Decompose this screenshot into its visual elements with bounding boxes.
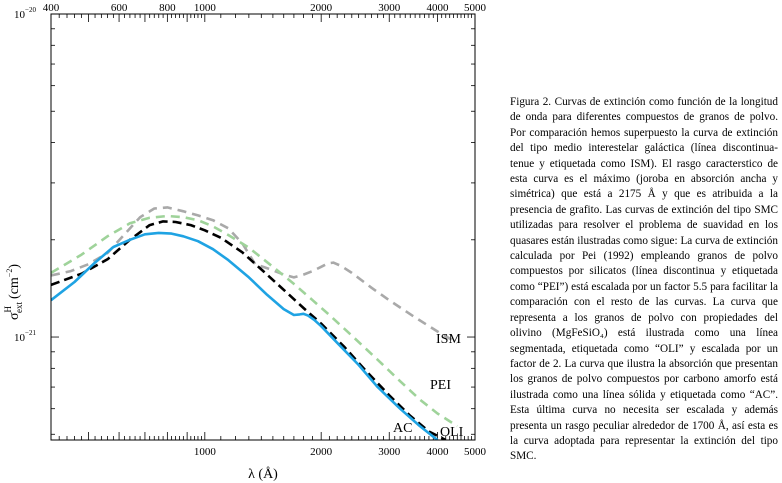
axis-ticks <box>50 13 476 440</box>
series-line-ism <box>51 206 458 344</box>
figure-caption: Figura 2. Curvas de extinción como funci… <box>510 96 778 463</box>
x-tick-label-top: 1000 <box>194 2 217 14</box>
x-tick-label-bottom: 3000 <box>378 446 401 458</box>
y-axis-label: σHext(cm−2) <box>3 264 24 320</box>
y-tick-label: 10−21 <box>14 329 36 344</box>
x-tick-label-top: 400 <box>43 2 60 14</box>
x-tick-label-top: 800 <box>159 2 176 14</box>
x-tick-label-top: 3000 <box>378 2 401 14</box>
x-tick-label-top: 600 <box>111 2 128 14</box>
y-tick-label: 10−20 <box>14 6 36 21</box>
annotation-ac: AC <box>393 421 412 436</box>
x-axis-label: λ (Å) <box>248 466 278 482</box>
annotation-ism: ISM <box>436 332 461 347</box>
tick-labels: 1000 2000 3000 4000 5000 400 600 800 1000 2000 300… <box>14 2 487 458</box>
extinction-chart: 1000 2000 3000 4000 5000 400 600 800 1000 2000 300… <box>3 2 487 482</box>
x-tick-label-top: 5000 <box>464 2 487 14</box>
x-tick-label-top: 4000 <box>427 2 450 14</box>
x-tick-label-bottom: 2000 <box>310 446 333 458</box>
x-tick-label-bottom: 1000 <box>194 446 217 458</box>
plot-frame <box>50 13 476 441</box>
series-line-ac <box>51 231 439 440</box>
x-tick-label-bottom: 4000 <box>427 446 450 458</box>
x-tick-label-bottom: 5000 <box>464 446 487 458</box>
series-line-pei <box>51 214 458 428</box>
annotation-pei: PEI <box>430 378 451 393</box>
series-line-oli <box>51 220 447 440</box>
annotation-oli: OLI <box>440 425 464 440</box>
curves <box>51 206 458 440</box>
x-tick-label-top: 2000 <box>310 2 333 14</box>
